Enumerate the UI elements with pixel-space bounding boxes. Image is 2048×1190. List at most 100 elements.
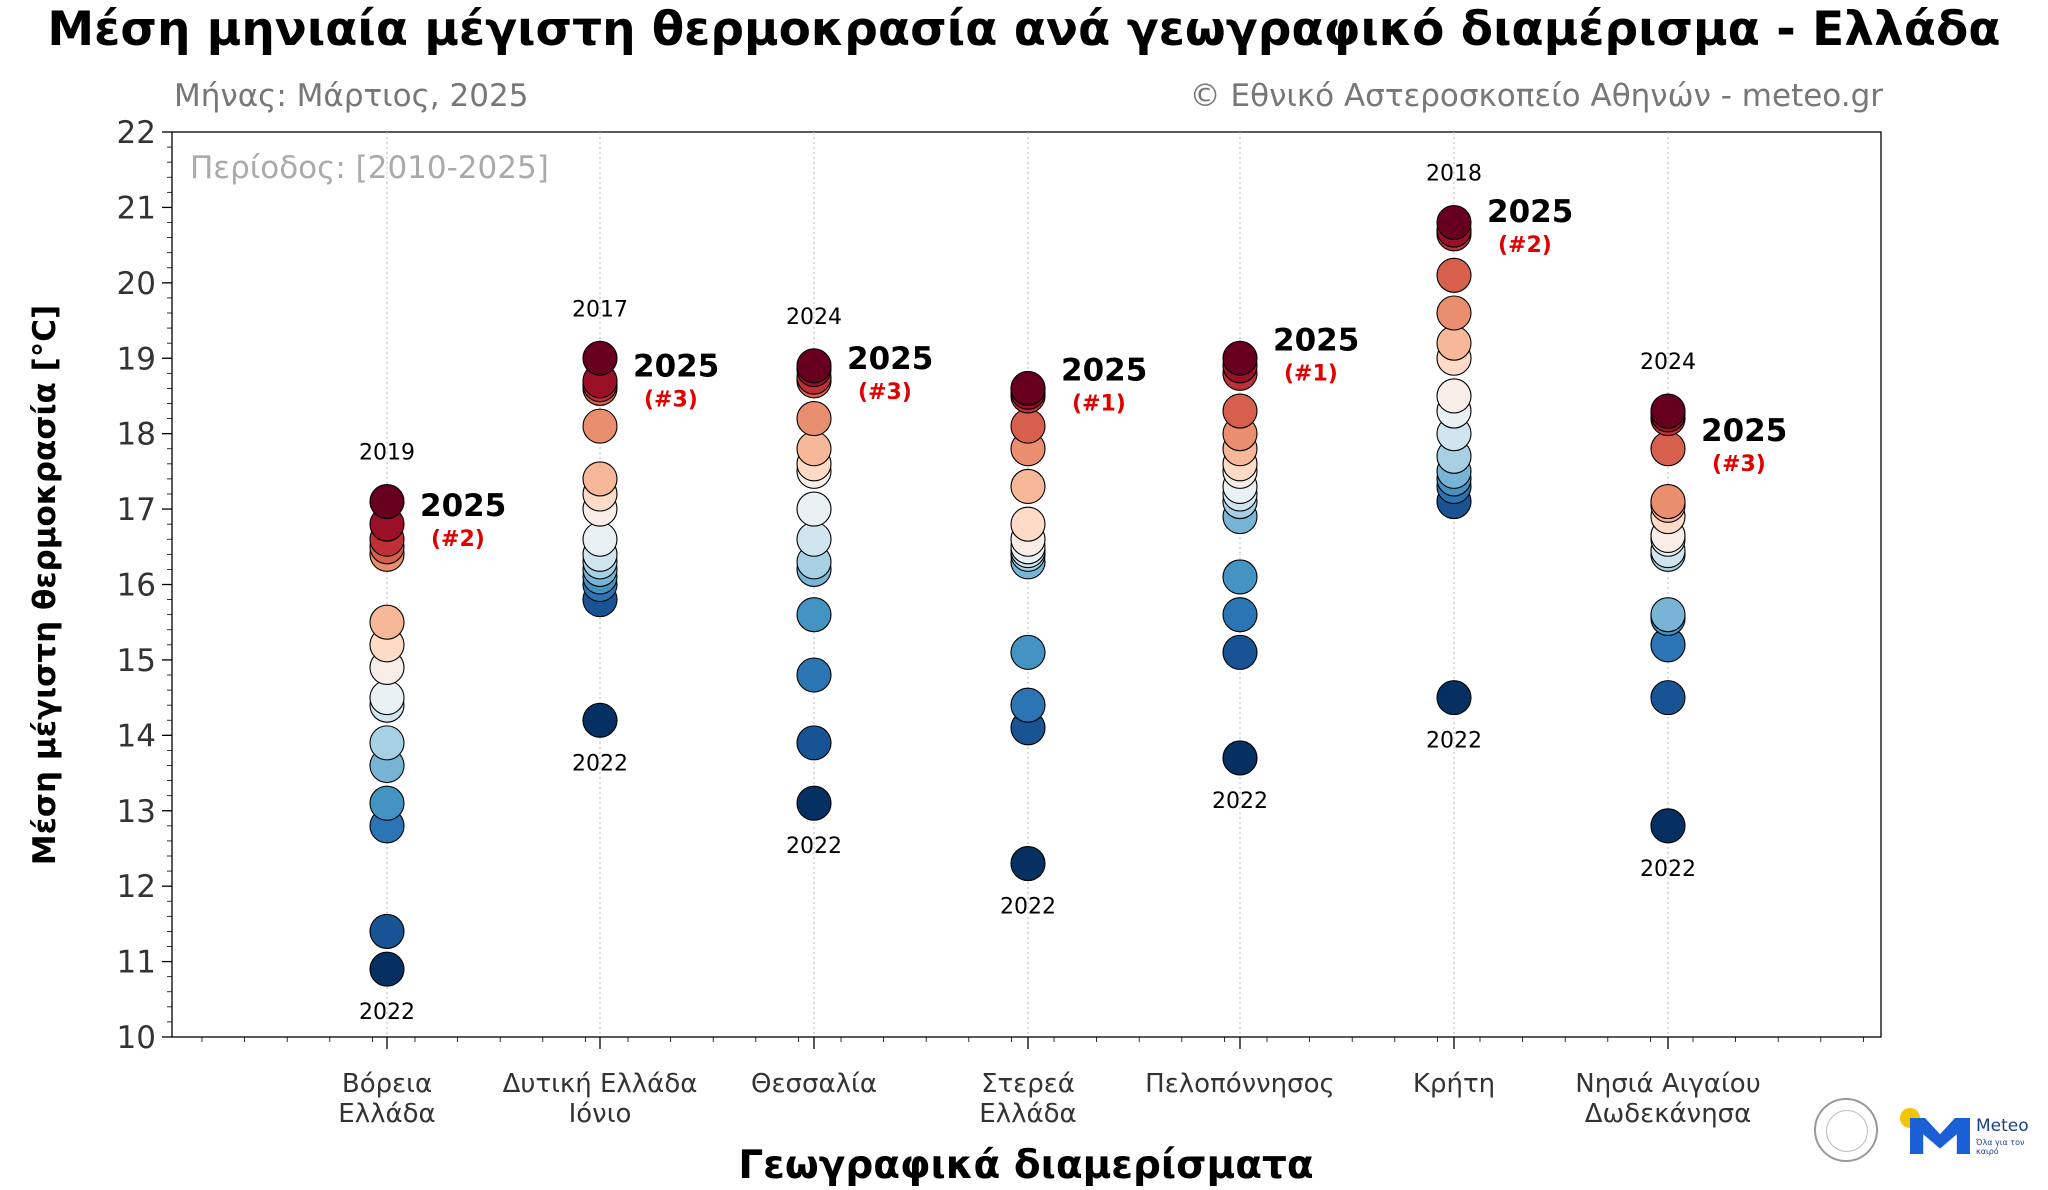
month-subtitle: Μήνας: Μάρτιος, 2025 — [174, 78, 529, 114]
x-tick-label: Βόρεια — [342, 1069, 432, 1099]
data-point — [369, 483, 405, 520]
y-tick-label: 18 — [117, 417, 156, 453]
min-year-label: 2022 — [572, 751, 628, 776]
data-point — [1436, 204, 1472, 241]
data-point — [1650, 393, 1686, 429]
data-point — [1650, 808, 1686, 844]
data-point — [796, 657, 832, 693]
data-point — [1222, 559, 1258, 595]
data-point — [796, 597, 832, 633]
data-point — [796, 431, 832, 467]
data-point — [1436, 295, 1472, 331]
x-tick-label: Δυτική Ελλάδα — [503, 1069, 698, 1099]
data-point — [582, 702, 618, 738]
x-axis-label: Γεωγραφικά διαμερίσματα — [738, 1143, 1313, 1188]
current-year-label: 2025 — [420, 488, 506, 524]
data-point — [796, 491, 832, 527]
x-tick-label: Στερεά — [981, 1069, 1075, 1099]
current-rank-label: (#3) — [858, 380, 912, 405]
current-rank-label: (#2) — [431, 527, 485, 552]
meteo-logo: Meteo Όλα για τον καιρό — [1900, 1108, 2030, 1160]
data-point — [582, 340, 618, 376]
data-point — [796, 725, 832, 761]
data-point — [1010, 468, 1046, 505]
x-tick-label: Νησιά Αιγαίου — [1575, 1069, 1760, 1099]
max-year-label: 2024 — [786, 305, 842, 330]
current-year-label: 2025 — [1701, 413, 1787, 449]
min-year-label: 2022 — [786, 834, 842, 859]
data-point — [369, 604, 405, 640]
y-tick-label: 21 — [117, 190, 156, 226]
data-point — [582, 461, 618, 497]
data-point — [1222, 597, 1258, 633]
x-tick-label: Πελοπόννησος — [1145, 1069, 1335, 1099]
data-point — [369, 951, 405, 987]
x-tick-label: Ελλάδα — [979, 1099, 1076, 1129]
data-point — [1010, 408, 1046, 444]
observatory-seal-logo — [1814, 1098, 1878, 1162]
y-tick-label: 16 — [117, 568, 156, 604]
y-tick-label: 19 — [117, 341, 156, 377]
y-tick-label: 12 — [117, 869, 156, 905]
data-point — [1010, 845, 1046, 882]
data-point — [369, 913, 405, 949]
data-point — [1010, 370, 1046, 406]
x-tick-label: Δωδεκάνησα — [1585, 1099, 1752, 1129]
data-point — [796, 785, 832, 821]
max-year-label: 2018 — [1426, 162, 1482, 187]
data-point — [582, 521, 618, 557]
y-tick-label: 14 — [117, 718, 156, 754]
min-year-label: 2022 — [359, 1000, 415, 1025]
data-point — [1010, 687, 1046, 723]
chart-title: Μέση μηνιαία μέγιστη θερμοκρασία ανά γεω… — [47, 2, 2001, 57]
x-tick-label: Κρήτη — [1413, 1069, 1495, 1099]
min-year-label: 2022 — [1426, 729, 1482, 754]
data-point — [796, 521, 832, 557]
data-point — [1650, 597, 1686, 633]
current-rank-label: (#1) — [1072, 391, 1126, 416]
data-point — [1650, 680, 1686, 716]
data-point — [1436, 257, 1472, 293]
current-year-label: 2025 — [1061, 352, 1147, 388]
data-point — [796, 401, 832, 437]
y-tick-label: 20 — [117, 266, 156, 302]
data-point — [1222, 340, 1258, 376]
max-year-label: 2024 — [1640, 350, 1696, 375]
y-axis-label: Μέση μέγιστη θερμοκρασία [°C] — [27, 305, 63, 865]
data-point — [369, 725, 405, 761]
data-point — [1222, 634, 1258, 670]
data-point — [1436, 378, 1472, 414]
current-year-label: 2025 — [847, 341, 933, 377]
y-tick-label: 10 — [117, 1020, 156, 1056]
current-year-label: 2025 — [633, 349, 719, 385]
min-year-label: 2022 — [1000, 895, 1056, 920]
data-point — [369, 680, 405, 716]
x-tick-label: Θεσσαλία — [751, 1069, 877, 1099]
data-point — [1010, 634, 1046, 670]
current-year-label: 2025 — [1487, 194, 1573, 230]
max-year-label: 2017 — [572, 297, 628, 322]
meteo-tagline: Όλα για τον καιρό — [1976, 1138, 2025, 1156]
data-point — [1222, 393, 1258, 429]
data-point — [1436, 680, 1472, 716]
meteo-m-icon — [1910, 1118, 1970, 1154]
current-rank-label: (#2) — [1498, 233, 1552, 258]
data-point — [1650, 431, 1686, 467]
data-point — [1436, 325, 1472, 361]
y-tick-label: 22 — [117, 115, 156, 151]
x-tick-label: Ιόνιο — [569, 1099, 632, 1129]
data-point — [1222, 740, 1258, 776]
meteo-brand-text: Meteo — [1976, 1116, 2029, 1136]
current-rank-label: (#3) — [1712, 452, 1766, 477]
min-year-label: 2022 — [1212, 789, 1268, 814]
y-tick-label: 13 — [117, 794, 156, 830]
current-rank-label: (#1) — [1284, 361, 1338, 386]
y-tick-label: 17 — [117, 492, 156, 528]
copyright-subtitle: © Εθνικό Αστεροσκοπείο Αθηνών - meteo.gr — [1189, 78, 1883, 114]
min-year-label: 2022 — [1640, 857, 1696, 882]
y-tick-label: 11 — [117, 945, 156, 981]
data-point — [369, 785, 405, 821]
y-tick-label: 15 — [117, 643, 156, 679]
data-point — [1010, 506, 1046, 542]
